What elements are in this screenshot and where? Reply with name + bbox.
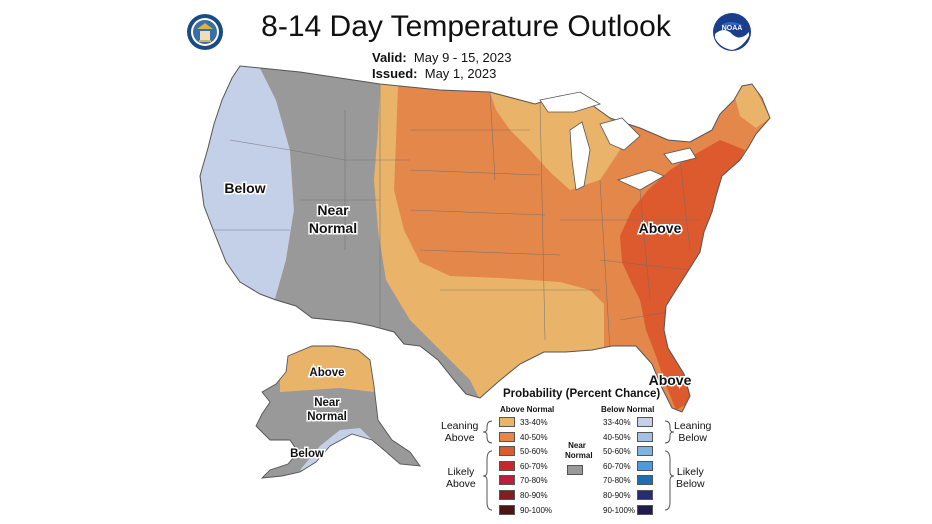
legend-below-range-label: 50-60% (603, 447, 631, 457)
legend-above-header: Above Normal (500, 405, 555, 414)
legend-below-swatch (637, 475, 653, 486)
likely-below-line1: Likely (676, 466, 704, 478)
legend-above-range-label: 50-60% (520, 447, 548, 457)
label-alaska-near-line2: Normal (307, 411, 347, 423)
legend-below-range-label: 33-40% (603, 418, 631, 427)
legend-above-swatch (499, 490, 515, 500)
legend-below-swatch (637, 446, 653, 457)
leaning-below-line1: Leaning (674, 420, 712, 432)
date-info: Valid: May 9 - 15, 2023 Issued: May 1, 2… (372, 50, 511, 82)
legend-below-swatch (637, 504, 653, 515)
legend-likely-above: Likely Above (446, 466, 476, 490)
below-brackets (664, 420, 675, 511)
legend-above-swatch (499, 504, 515, 515)
legend-above-swatch (499, 460, 515, 471)
legend-below-range-label: 60-70% (603, 461, 631, 471)
legend-above-range-label: 70-80% (520, 476, 548, 486)
legend-above-swatch (499, 446, 515, 457)
legend-above-range-label: 90-100% (520, 505, 553, 515)
legend-above-range-label: 33-40% (520, 418, 548, 427)
label-east-above: Above (639, 220, 682, 236)
likely-above-line1: Likely (447, 466, 475, 478)
label-near-normal-line2: Normal (309, 220, 357, 236)
legend-above-range-label: 40-50% (520, 432, 548, 442)
legend-leaning-below: Leaning Below (674, 420, 711, 444)
issued-date: May 1, 2023 (424, 66, 497, 81)
near-label-line1: Near (568, 441, 586, 450)
label-alaska-below: Below (290, 448, 324, 460)
label-alaska-near-line1: Near (314, 397, 340, 409)
legend-near-normal-swatch (567, 465, 583, 475)
page-title: 8-14 Day Temperature Outlook (261, 10, 671, 43)
legend-below-range-label: 90-100% (603, 505, 636, 515)
legend-above-range-label: 80-90% (520, 491, 548, 500)
doc-seal-icon (187, 14, 223, 50)
near-label-line2: Normal (565, 451, 593, 460)
label-alaska-above: Above (309, 367, 344, 379)
legend-likely-below: Likely Below (676, 466, 705, 490)
leaning-above-line2: Above (444, 432, 475, 444)
legend-above-swatch (499, 475, 515, 486)
legend-near-normal-label: Near Normal (565, 441, 593, 461)
legend-below-range-label: 70-80% (603, 476, 631, 486)
legend-below-range-label: 80-90% (603, 491, 631, 500)
valid-date: May 9 - 15, 2023 (413, 50, 512, 65)
legend-below-range-label: 40-50% (603, 432, 631, 442)
legend-title: Probability (Percent Chance) (503, 388, 661, 400)
legend-below-header: Below Normal (601, 405, 655, 414)
leaning-below-line2: Below (678, 432, 707, 444)
legend-below-swatch (637, 460, 653, 471)
legend-leaning-above: Leaning Above (441, 420, 478, 444)
above-brackets (482, 420, 493, 511)
issued-label: Issued: (372, 66, 418, 81)
likely-below-line2: Below (676, 478, 705, 490)
legend-above-swatch (499, 417, 515, 427)
legend-below-swatch (637, 417, 653, 427)
likely-above-line2: Above (446, 478, 476, 490)
legend-below-swatch (637, 490, 653, 500)
legend-above-range-label: 60-70% (520, 461, 548, 471)
legend-above-swatch (499, 431, 515, 442)
legend-below-swatch (637, 431, 653, 442)
svg-text:NOAA: NOAA (722, 25, 743, 32)
leaning-above-line1: Leaning (441, 420, 479, 432)
label-near-normal-line1: Near (317, 202, 349, 218)
noaa-logo-icon: NOAA (713, 13, 751, 51)
label-west-below: Below (224, 180, 265, 196)
valid-label: Valid: (372, 50, 407, 65)
label-florida-above: Above (649, 372, 692, 388)
